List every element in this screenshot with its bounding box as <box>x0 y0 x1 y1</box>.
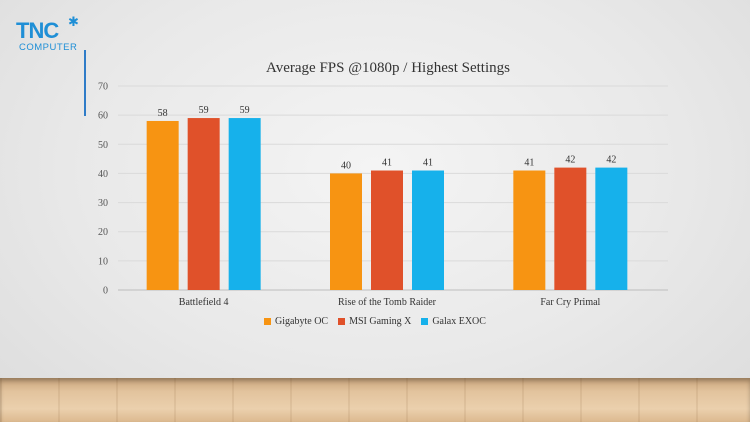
chart-title: Average FPS @1080p / Highest Settings <box>266 60 510 76</box>
y-tick-label: 30 <box>98 198 108 209</box>
legend-swatch <box>421 318 429 325</box>
bar-chart: Average FPS @1080p / Highest Settings 0 1… <box>98 60 668 308</box>
legend-item: MSI Gaming X <box>338 316 411 327</box>
legend-label: Galax EXOC <box>432 316 486 327</box>
bar <box>330 173 362 290</box>
y-tick-label: 60 <box>98 111 108 122</box>
legend-swatch <box>338 318 346 325</box>
x-axis: Battlefield 4 Rise of the Tomb Raider Far … <box>179 297 601 308</box>
logo-main-text: TNC <box>16 18 59 43</box>
data-label: 41 <box>382 158 392 169</box>
star-icon: ✱ <box>68 14 79 29</box>
slide: TNC ✱ COMPUTER Average FPS @1080p / High… <box>0 14 750 328</box>
y-tick-label: 50 <box>98 140 108 151</box>
bar <box>595 167 628 290</box>
y-tick-label: 0 <box>103 286 108 297</box>
accent-line <box>84 50 86 116</box>
legend-label: Gigabyte OC <box>275 316 329 327</box>
data-label: 59 <box>240 105 250 116</box>
x-tick-label: Far Cry Primal <box>540 297 600 308</box>
y-tick-label: 10 <box>98 256 108 267</box>
y-tick-label: 40 <box>98 169 108 180</box>
tnc-logo: TNC ✱ COMPUTER <box>16 14 86 58</box>
legend-swatch <box>264 318 272 325</box>
bar <box>554 167 587 290</box>
bar <box>412 170 444 290</box>
data-label: 41 <box>423 158 433 169</box>
bars: 58 59 59 40 41 41 41 42 42 <box>146 105 628 290</box>
data-label: 42 <box>606 155 616 166</box>
logo-sub-text: COMPUTER <box>19 42 78 53</box>
x-tick-label: Battlefield 4 <box>179 297 229 308</box>
bar <box>187 118 220 290</box>
data-label: 42 <box>565 155 575 166</box>
data-label: 58 <box>158 108 168 119</box>
y-tick-label: 20 <box>98 227 108 238</box>
legend-item: Gigabyte OC <box>264 316 328 327</box>
bar <box>513 170 546 290</box>
legend: Gigabyte OC MSI Gaming X Galax EXOC <box>0 316 750 328</box>
y-axis: 0 10 20 30 40 50 60 70 <box>98 82 108 297</box>
bar <box>371 170 403 290</box>
x-tick-label: Rise of the Tomb Raider <box>338 297 437 308</box>
legend-item: Galax EXOC <box>421 316 486 327</box>
wood-floor <box>0 378 750 422</box>
data-label: 41 <box>524 158 534 169</box>
bar <box>146 120 179 290</box>
data-label: 59 <box>199 105 209 116</box>
data-label: 40 <box>341 160 351 171</box>
y-tick-label: 70 <box>98 82 108 93</box>
bar <box>228 118 261 290</box>
legend-label: MSI Gaming X <box>349 316 412 327</box>
